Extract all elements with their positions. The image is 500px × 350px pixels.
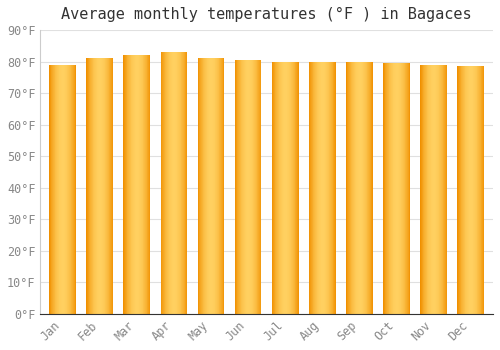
Title: Average monthly temperatures (°F ) in Bagaces: Average monthly temperatures (°F ) in Ba… bbox=[62, 7, 472, 22]
